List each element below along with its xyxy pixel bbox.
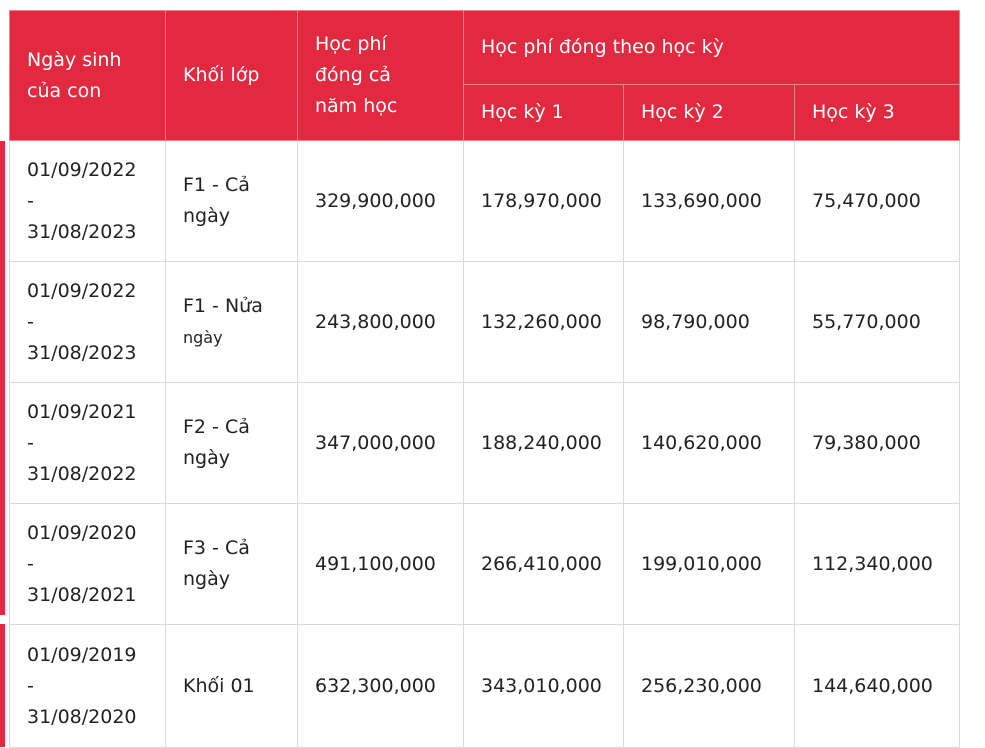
grade-cell: Khối 01 <box>165 624 298 748</box>
semester-3-fee-cell: 112,340,000 <box>793 503 961 625</box>
semester-1-fee-cell: 188,240,000 <box>463 382 624 504</box>
header-semester-3: Học kỳ 3 <box>793 84 961 141</box>
header-grade: Khối lớp <box>165 10 298 141</box>
annual-fee-cell: 347,000,000 <box>297 382 464 504</box>
grade-cell: F3 - Cả ngày <box>165 503 298 625</box>
birth-from: 01/09/2021 <box>27 400 137 423</box>
semester-1-fee-cell: 178,970,000 <box>463 140 624 262</box>
left-edge-spacer <box>0 0 9 134</box>
semester-2-fee-cell: 133,690,000 <box>623 140 795 262</box>
birth-to: 31/08/2022 <box>27 462 137 485</box>
tuition-fee-table: Ngày sinh của con Khối lớp Học phí đóng … <box>9 10 961 748</box>
semester-3-fee-cell: 144,640,000 <box>793 624 961 748</box>
header-birth-date: Ngày sinh của con <box>9 10 166 141</box>
semester-2-fee-cell: 98,790,000 <box>623 261 795 383</box>
birth-range-cell: 01/09/2022 - 31/08/2023 <box>9 261 166 383</box>
semester-2-fee-cell: 199,010,000 <box>623 503 795 625</box>
birth-to: 31/08/2020 <box>27 705 137 728</box>
semester-2-fee-cell: 256,230,000 <box>623 624 795 748</box>
left-accent-bar <box>0 141 5 615</box>
birth-from: 01/09/2019 <box>27 643 137 666</box>
birth-to: 31/08/2023 <box>27 341 137 364</box>
header-semester-1: Học kỳ 1 <box>463 84 624 141</box>
birth-from: 01/09/2022 <box>27 158 137 181</box>
birth-separator: - <box>27 431 34 454</box>
annual-fee-cell: 491,100,000 <box>297 503 464 625</box>
annual-fee-cell: 329,900,000 <box>297 140 464 262</box>
birth-separator: - <box>27 189 34 212</box>
grade-label-suffix: ngày <box>183 328 223 347</box>
header-semester-2: Học kỳ 2 <box>623 84 795 141</box>
grade-cell: F2 - Cả ngày <box>165 382 298 504</box>
grade-label: F1 - Cả ngày <box>183 174 250 227</box>
birth-to: 31/08/2023 <box>27 220 137 243</box>
birth-separator: - <box>27 674 34 697</box>
table-row: 01/09/2021 - 31/08/2022 F2 - Cả ngày 347,0… <box>9 382 961 504</box>
grade-label: F3 - Cả ngày <box>183 537 250 590</box>
header-annual-fee: Học phí đóng cả năm học <box>297 10 464 141</box>
table-row: 01/09/2019 - 31/08/2020 Khối 01 632,300,00… <box>9 624 961 748</box>
birth-separator: - <box>27 552 34 575</box>
birth-from: 01/09/2022 <box>27 279 137 302</box>
table-row: 01/09/2022 - 31/08/2023 F1 - Cả ngày 329,9… <box>9 140 961 262</box>
birth-from: 01/09/2020 <box>27 521 137 544</box>
grade-cell: F1 - Cả ngày <box>165 140 298 262</box>
left-accent-bar-lower <box>0 624 5 747</box>
semester-2-fee-cell: 140,620,000 <box>623 382 795 504</box>
semester-3-fee-cell: 79,380,000 <box>793 382 961 504</box>
grade-label: F1 - Nửa <box>183 295 263 317</box>
grade-label: F2 - Cả ngày <box>183 416 250 469</box>
birth-to: 31/08/2021 <box>27 583 137 606</box>
semester-1-fee-cell: 132,260,000 <box>463 261 624 383</box>
grade-cell: F1 - Nửa ngày <box>165 261 298 383</box>
birth-separator: - <box>27 310 34 333</box>
grade-label: Khối 01 <box>183 674 255 697</box>
birth-range-cell: 01/09/2019 - 31/08/2020 <box>9 624 166 748</box>
semester-3-fee-cell: 75,470,000 <box>793 140 961 262</box>
table-row: 01/09/2022 - 31/08/2023 F1 - Nửa ngày 243,… <box>9 261 961 383</box>
birth-range-cell: 01/09/2020 - 31/08/2021 <box>9 503 166 625</box>
semester-3-fee-cell: 55,770,000 <box>793 261 961 383</box>
annual-fee-cell: 243,800,000 <box>297 261 464 383</box>
semester-1-fee-cell: 266,410,000 <box>463 503 624 625</box>
birth-range-cell: 01/09/2022 - 31/08/2023 <box>9 140 166 262</box>
semester-1-fee-cell: 343,010,000 <box>463 624 624 748</box>
birth-range-cell: 01/09/2021 - 31/08/2022 <box>9 382 166 504</box>
table-row: 01/09/2020 - 31/08/2021 F3 - Cả ngày 491,1… <box>9 503 961 625</box>
annual-fee-cell: 632,300,000 <box>297 624 464 748</box>
header-semester-fee-group: Học phí đóng theo học kỳ <box>462 10 961 85</box>
